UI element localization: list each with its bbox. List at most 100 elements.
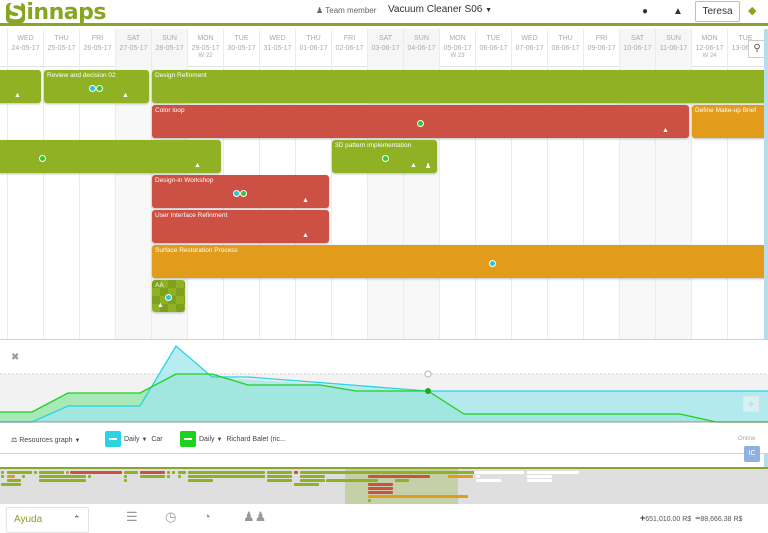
date-column-header: WED 31-05-17 [259,29,295,67]
grid-column [331,67,367,339]
task-surface-restoration-process[interactable]: Surface Restoration Process [152,245,768,278]
day-name: SUN [414,35,429,42]
day-name: FRI [91,35,104,42]
plus-icon: + [640,513,646,523]
grid-column [7,67,43,339]
task-color-loop[interactable]: Color loop ▲ [152,105,689,138]
task-bar[interactable]: ▲ [0,70,41,103]
date-column-header: THU 25-05-17 [43,29,79,67]
series-period-dropdown[interactable]: Daily ▼ Car [124,436,163,443]
date-label: 31-05-17 [263,45,292,52]
resource-dot [39,155,46,162]
task-design-refinment[interactable]: Design Refinment [152,70,768,103]
date-column-header: TUE 06-06-17 [475,29,511,67]
task-bar[interactable]: ▲ [0,140,221,173]
hierarchy-icon: ▲ [410,162,417,169]
date-label: 03-06-17 [371,45,400,52]
grid-column [511,67,547,339]
scale-icon: ⚖ [11,437,18,444]
list-view-icon[interactable]: ☰ [126,509,138,524]
caret-down-icon: ▼ [485,7,493,14]
graduation-cap-icon[interactable]: ◆ [748,5,757,17]
date-column-header: THU 01-06-17 [295,29,331,67]
project-selector[interactable]: Vacuum Cleaner S06 ▼ [388,4,493,15]
day-name: MON [701,35,718,42]
hierarchy-icon: ▲ [157,302,164,309]
day-name: SUN [666,35,681,42]
clock-icon[interactable]: ◷ [165,509,177,524]
hierarchy-icon: ▲ [302,197,309,204]
user-menu-button[interactable]: Teresa [695,1,740,22]
date-label: 01-06-17 [299,45,328,52]
date-label: 06-06-17 [479,45,508,52]
resources-graph-dropdown[interactable]: ⚖ Resources graph ▼ [11,437,81,444]
date-column-header: MON 05-06-17 W 23 [439,29,475,67]
date-label: 05-06-17 [443,45,472,52]
date-column-header: WED 24-05-17 [7,29,43,67]
date-label: 08-06-17 [551,45,580,52]
grid-column [43,67,79,339]
date-column-header [0,29,7,67]
resource-dot [96,85,103,92]
task-review-and-decision[interactable]: Review and decision 02 ▲ [44,70,149,103]
grid-column [691,67,727,339]
hierarchy-icon: ▲ [302,232,309,239]
date-column-header: THU 08-06-17 [547,29,583,67]
timeline-overview[interactable] [0,467,768,506]
date-column-header: FRI 02-06-17 [331,29,367,67]
resource-dot [240,190,247,197]
footer-bar: Ayuda ⌃ ☰ ◷ ◔ ♟♟ +651,010.00 R$ −88,666.… [0,504,768,533]
grid-column [547,67,583,339]
caret-down-icon: ▼ [141,437,148,443]
person-icon: ♟ [425,163,432,170]
date-column-header: SAT 10-06-17 [619,29,655,67]
resources-legend: ⚖ Resources graph ▼ Daily ▼ Car Daily ▼ … [0,428,768,462]
date-label: 29-05-17 [191,45,220,52]
day-name: SAT [378,35,393,42]
task-user-interface-refinment[interactable]: User Interface Refinment ▲ [152,210,329,243]
close-icon[interactable]: ✖ [11,352,20,363]
date-label: 24-05-17 [11,45,40,52]
day-name: MON [197,35,214,42]
task-design-in-workshop[interactable]: Design-in Workshop ▲ [152,175,329,208]
chat-icon[interactable]: ● [642,6,649,17]
date-column-header: SAT 27-05-17 [115,29,151,67]
date-column-header: SUN 28-05-17 [151,29,187,67]
date-label: 04-06-17 [407,45,436,52]
day-name: TUE [738,35,753,42]
date-label: 09-06-17 [587,45,616,52]
resource-dot [417,120,424,127]
team-member-link[interactable]: ♟ Team member [316,6,377,15]
calendar-date-header: WED 24-05-17 THU 25-05-17 FRI 26-05-17 SAT 27-0… [0,29,768,67]
day-name: WED [269,35,286,42]
series-period-dropdown[interactable]: Daily ▼ Richard Balet (ric... [199,436,286,443]
chat-badge[interactable]: IC [744,446,760,462]
date-label: 07-06-17 [515,45,544,52]
series-color-swatch-richard[interactable] [180,431,196,447]
day-name: TUE [234,35,249,42]
task-aa[interactable]: AA ▲ [152,280,185,312]
resource-dot [165,294,172,301]
chevron-up-icon: ⌃ [73,514,81,524]
minus-icon: − [695,513,701,523]
task-3d-pattern-implementation[interactable]: 3D pattern implementation ▲ ♟ [332,140,437,173]
help-panel-toggle[interactable]: Ayuda ⌃ [6,507,89,533]
team-icon[interactable]: ♟♟ [243,509,267,524]
expense-total: 88,666.38 R$ [700,516,743,523]
resources-chart: ✖ + [0,339,768,428]
date-label: 28-05-17 [155,45,184,52]
series-color-swatch-car[interactable] [105,431,121,447]
resource-dot [233,190,240,197]
bell-icon[interactable]: ▲ [673,6,683,17]
dashboard-icon[interactable]: ◔ [203,509,211,524]
scrollbar-vertical[interactable] [764,29,768,469]
resources-area-chart [0,345,768,423]
day-name: WED [521,35,538,42]
zoom-in-button[interactable]: + [743,396,759,412]
date-label: 27-05-17 [119,45,148,52]
grid-column [79,67,115,339]
day-name: TUE [486,35,501,42]
task-define-makeup-brief[interactable]: Define Make-up Brief [692,105,768,138]
date-column-header: SUN 04-06-17 [403,29,439,67]
